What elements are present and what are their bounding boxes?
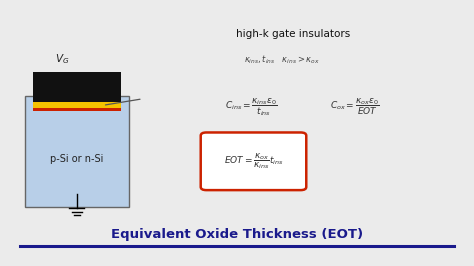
Text: $EOT=\dfrac{\kappa_{ox}}{\kappa_{ins}}t_{ins}$: $EOT=\dfrac{\kappa_{ox}}{\kappa_{ins}}t_… <box>224 151 283 171</box>
FancyBboxPatch shape <box>201 132 306 190</box>
Text: p-Si or n-Si: p-Si or n-Si <box>50 154 103 164</box>
Text: Equivalent Oxide Thickness (EOT): Equivalent Oxide Thickness (EOT) <box>111 228 363 241</box>
Bar <box>25 96 128 207</box>
Text: $C_{ox}=\dfrac{\kappa_{ox}\varepsilon_0}{EOT}$: $C_{ox}=\dfrac{\kappa_{ox}\varepsilon_0}… <box>330 97 380 117</box>
Text: high-k gate insulators: high-k gate insulators <box>237 29 351 39</box>
Text: $V_G$: $V_G$ <box>55 52 70 66</box>
Bar <box>34 108 120 111</box>
Bar <box>34 72 120 103</box>
Text: $\kappa_{ins},t_{ins}\quad \kappa_{ins}>\kappa_{ox}$: $\kappa_{ins},t_{ins}\quad \kappa_{ins}>… <box>244 53 319 65</box>
Text: $C_{ins}=\dfrac{\kappa_{ins}\varepsilon_0}{t_{ins}}$: $C_{ins}=\dfrac{\kappa_{ins}\varepsilon_… <box>225 96 277 118</box>
Bar <box>34 102 120 108</box>
